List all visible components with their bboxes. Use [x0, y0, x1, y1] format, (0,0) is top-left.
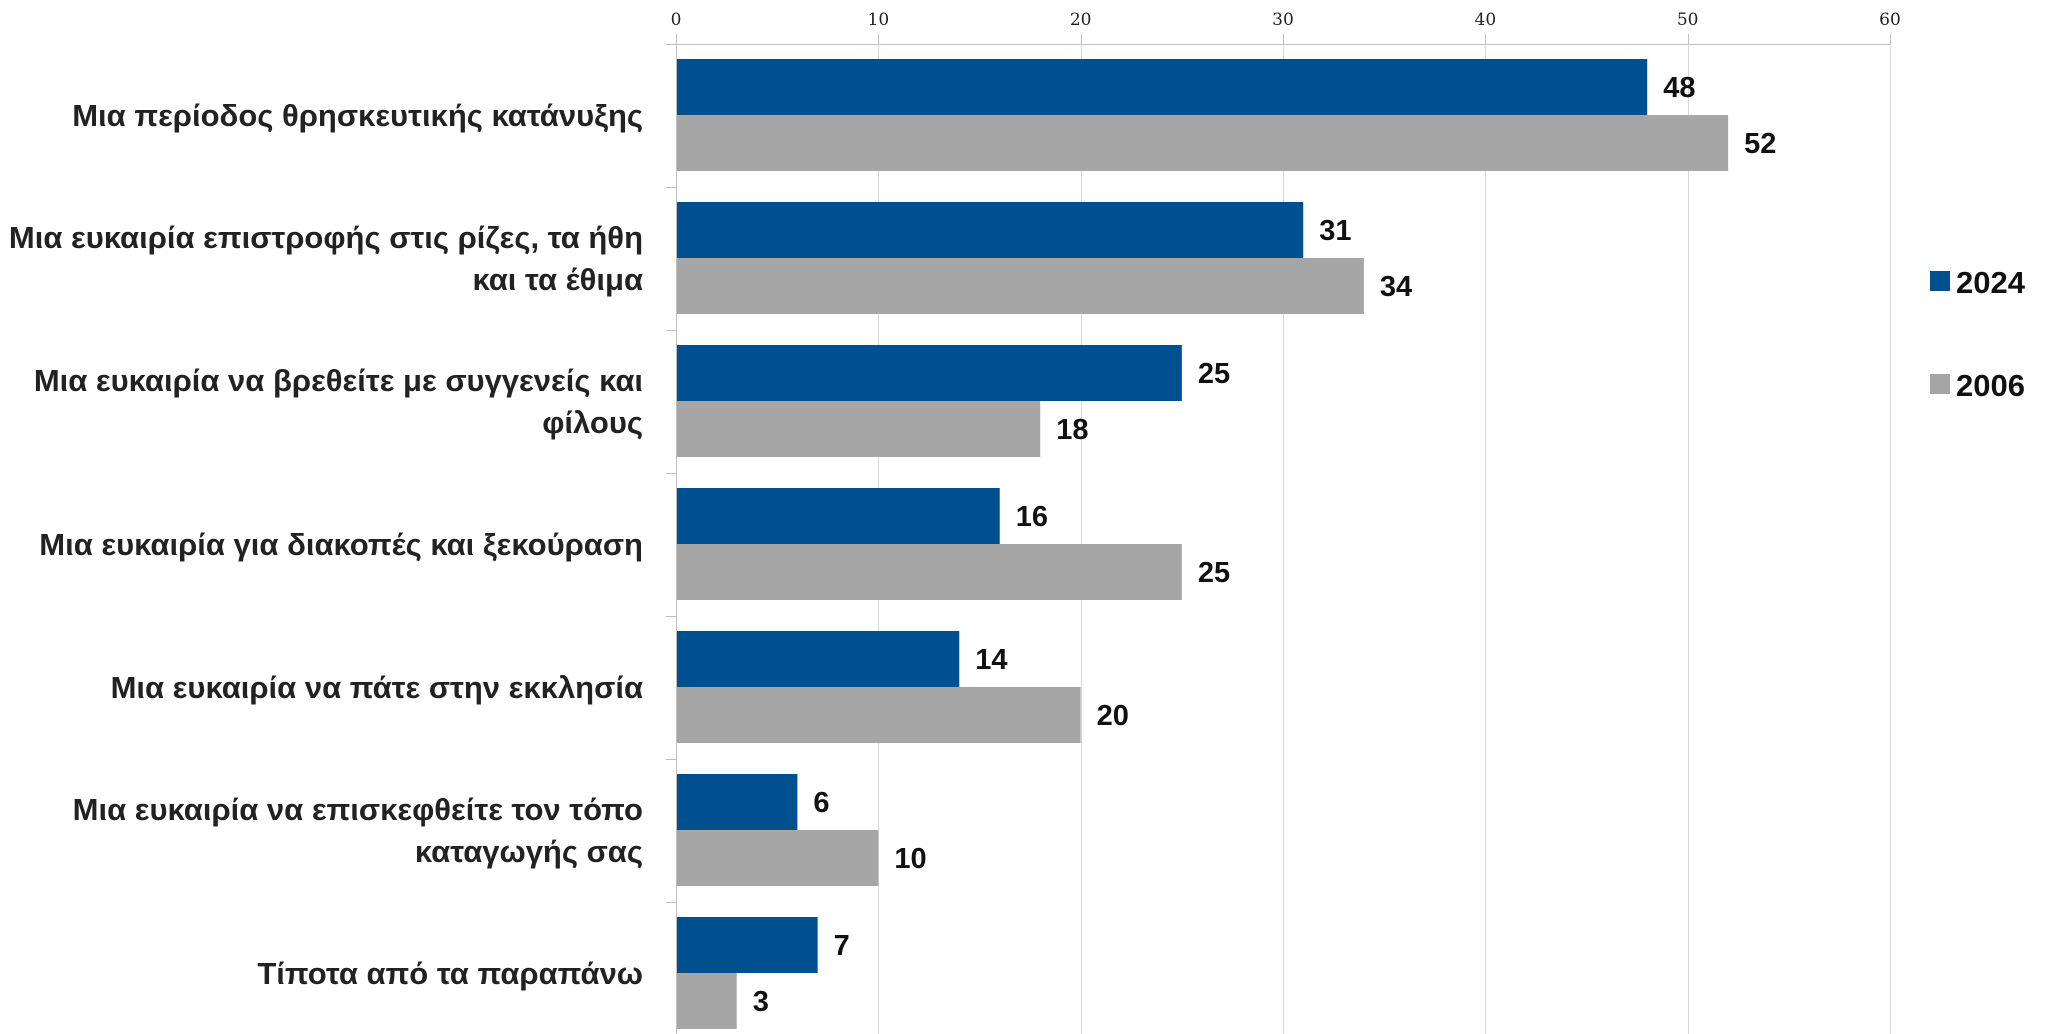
category-label: Μια ευκαιρία για διακοπές και ξεκούραση — [39, 527, 643, 562]
bar-2006 — [676, 973, 737, 1029]
bar-2024 — [676, 631, 960, 687]
data-label: 48 — [1663, 72, 1695, 104]
category-label: Μια ευκαιρία επιστροφής στις ρίζες, τα ή… — [9, 220, 643, 255]
category-label: και τα έθιμα — [472, 262, 643, 297]
category-label: Μια ευκαιρία να βρεθείτε με συγγενείς κα… — [34, 363, 643, 398]
category-label: Μια περίοδος θρησκευτικής κατάνυξης — [72, 98, 643, 133]
category-label: καταγωγής σας — [415, 834, 643, 869]
bar-2024 — [676, 488, 1000, 544]
bar-2006 — [676, 544, 1182, 600]
data-label: 3 — [753, 986, 769, 1018]
bar-2006 — [676, 401, 1041, 457]
bar-2006 — [676, 687, 1081, 743]
bar-2024 — [676, 202, 1304, 258]
category-label: φίλους — [542, 405, 643, 440]
bar-2006 — [676, 258, 1364, 314]
category-label: Τίποτα από τα παραπάνω — [257, 956, 643, 991]
bar-2024 — [676, 774, 798, 830]
legend-swatch — [1930, 271, 1950, 291]
data-label: 25 — [1198, 358, 1230, 390]
data-label: 18 — [1056, 414, 1088, 446]
x-tick-label: 40 — [1475, 10, 1497, 30]
data-label: 20 — [1097, 700, 1129, 732]
bar-2006 — [676, 830, 879, 886]
data-label: 16 — [1016, 501, 1048, 533]
bar-2024 — [676, 345, 1182, 401]
bar-2006 — [676, 115, 1729, 171]
x-tick-label: 20 — [1070, 10, 1092, 30]
data-label: 34 — [1380, 271, 1412, 303]
x-tick-label: 60 — [1879, 10, 1901, 30]
bar-2024 — [676, 917, 818, 973]
x-tick-label: 0 — [671, 10, 682, 30]
data-label: 31 — [1319, 215, 1351, 247]
bar-2024 — [676, 59, 1648, 115]
legend-swatch — [1930, 374, 1950, 394]
category-label: Μια ευκαιρία να επισκεφθείτε τον τόπο — [73, 792, 643, 827]
data-label: 10 — [894, 843, 926, 875]
data-label: 6 — [813, 787, 829, 819]
category-label: Μια ευκαιρία να πάτε στην εκκλησία — [111, 670, 643, 705]
data-label: 52 — [1744, 128, 1776, 160]
x-tick-label: 30 — [1272, 10, 1294, 30]
x-tick-label: 50 — [1677, 10, 1699, 30]
x-tick-label: 10 — [868, 10, 890, 30]
data-label: 14 — [975, 644, 1007, 676]
legend-label: 2024 — [1956, 265, 2026, 300]
data-label: 25 — [1198, 557, 1230, 589]
legend-label: 2006 — [1956, 368, 2025, 403]
data-label: 7 — [834, 930, 850, 962]
